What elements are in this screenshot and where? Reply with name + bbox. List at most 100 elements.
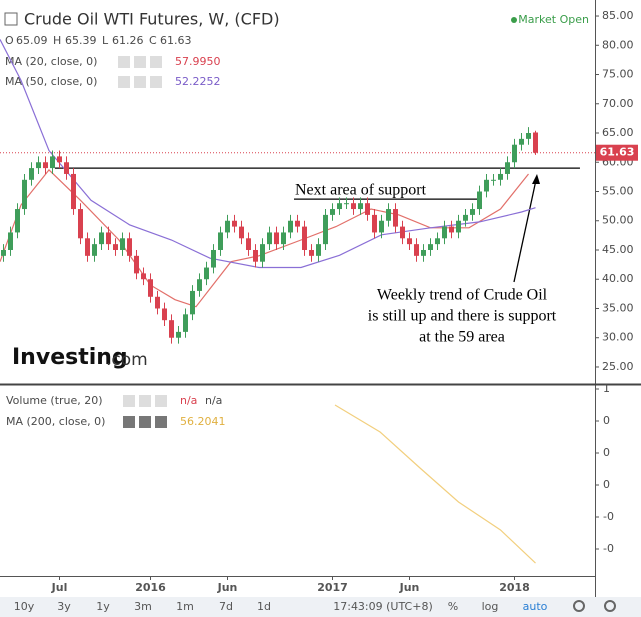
candle-body [435,238,440,245]
candle-body [141,273,146,280]
candle-body [22,179,27,210]
range-button[interactable]: 1y [96,600,110,613]
candle-body [225,220,230,233]
candle-body [337,203,342,210]
scale-option[interactable]: % [448,600,458,613]
candle-body [407,238,412,245]
y-tick-label: 35.00 [602,301,634,314]
candle-body [253,249,258,262]
ma200-line [334,404,536,564]
watermark: Investing [12,345,128,370]
market-status: Market Open [518,13,589,26]
eye-icon[interactable] [123,416,135,428]
y-tick-label: -0 [603,542,614,555]
scale-option[interactable]: auto [523,600,548,613]
candle-body [162,308,167,321]
candle-body [71,173,76,210]
volume-legend: Volume (true, 20) [6,394,103,407]
close-icon[interactable] [150,56,162,68]
candle-body [211,249,216,268]
ma200-value: 56.2041 [180,415,226,428]
volume-value: n/a [180,394,197,407]
candle-body [477,191,482,210]
ohlc-value: 61.63 [160,34,192,47]
last-price-label: 61.63 [600,146,635,159]
toolbar-bg [0,597,641,617]
gear-icon[interactable] [134,76,146,88]
candle-body [8,232,13,250]
ohlc-value: 65.39 [65,34,97,47]
x-tick-label: 2017 [317,581,348,594]
ohlc-label: C [149,34,157,47]
candle-body [449,226,454,233]
candle-body [197,279,202,291]
candle-body [190,290,195,315]
y-tick-label: 1 [603,382,610,395]
eye-icon[interactable] [118,56,130,68]
candle-body [316,244,321,256]
candle-body [372,214,377,233]
range-button[interactable]: 1d [257,600,271,613]
gear-icon[interactable] [134,56,146,68]
candle-body [15,209,20,233]
candle-body [386,209,391,221]
candle-body [365,203,370,215]
ma-legend: MA (20, close, 0) [5,55,97,68]
candle-body [330,209,335,215]
candle-body [232,220,237,227]
close-icon[interactable] [155,395,167,407]
y-tick-label: 85.00 [602,9,634,22]
collapse-icon[interactable] [4,12,18,26]
candle-body [421,249,426,256]
candle-body [267,232,272,245]
settings-icon[interactable] [604,600,616,612]
y-tick-label: 25.00 [602,360,634,373]
candle-body [113,244,118,250]
y-tick-label: 30.00 [602,331,634,344]
eye-icon[interactable] [118,76,130,88]
gear-icon[interactable] [139,416,151,428]
ma-line [0,39,536,269]
annotation: Next area of support [295,182,427,199]
candle-body [274,232,279,245]
candle-body [29,168,34,180]
candle-body [1,249,6,256]
last-price-box [596,144,638,161]
y-tick-label: 55.00 [602,185,634,198]
y-tick-label: 45.00 [602,243,634,256]
candle-body [526,133,531,139]
candle-body [36,162,41,169]
candle-body [470,209,475,215]
watermark-suffix: .com [106,350,148,370]
candle-body [57,156,62,163]
y-tick-label: 0 [603,478,610,491]
candle-body [491,179,496,181]
gear-icon[interactable] [139,395,151,407]
candle-body [309,249,314,256]
candle-body [393,209,398,227]
range-button[interactable]: 3y [57,600,71,613]
scale-option[interactable]: log [482,600,499,613]
settings-icon[interactable] [573,600,585,612]
y-tick-label: 0 [603,446,610,459]
candle-body [428,244,433,250]
candle-body [169,320,174,338]
candle-body [379,220,384,233]
range-button[interactable]: 1m [176,600,194,613]
range-button[interactable]: 7d [219,600,233,613]
range-button[interactable]: 3m [134,600,152,613]
close-icon[interactable] [150,76,162,88]
ohlc-value: 65.09 [16,34,48,47]
candle-body [99,232,104,245]
candle-body [505,162,510,174]
y-tick-label: 75.00 [602,68,634,81]
annotation: Weekly trend of Crude Oil [377,287,548,304]
y-tick-label: -0 [603,510,614,523]
eye-icon[interactable] [123,395,135,407]
candle-body [78,209,83,239]
y-tick-label: 0 [603,414,610,427]
close-icon[interactable] [155,416,167,428]
range-button[interactable]: 10y [14,600,35,613]
